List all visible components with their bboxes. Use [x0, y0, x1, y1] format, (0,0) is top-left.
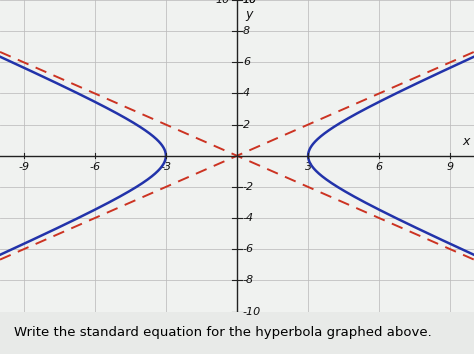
- Text: -6: -6: [89, 162, 100, 172]
- Text: y: y: [246, 8, 253, 21]
- Text: 9: 9: [447, 162, 454, 172]
- Text: -3: -3: [160, 162, 172, 172]
- Text: -6: -6: [243, 244, 254, 254]
- Text: 2: 2: [243, 120, 250, 130]
- Text: 10: 10: [243, 0, 257, 5]
- Text: 4: 4: [243, 88, 250, 98]
- Text: -2: -2: [243, 182, 254, 192]
- Text: 10: 10: [216, 0, 230, 5]
- Text: 3: 3: [304, 162, 312, 172]
- Text: Write the standard equation for the hyperbola graphed above.: Write the standard equation for the hype…: [14, 326, 432, 339]
- Text: -8: -8: [243, 275, 254, 285]
- Text: 8: 8: [243, 26, 250, 36]
- Text: 6: 6: [375, 162, 383, 172]
- Text: -9: -9: [18, 162, 29, 172]
- Text: 10: 10: [243, 0, 257, 5]
- Text: 6: 6: [243, 57, 250, 67]
- Text: x: x: [462, 135, 469, 148]
- Text: -4: -4: [243, 213, 254, 223]
- Text: -10: -10: [243, 307, 261, 316]
